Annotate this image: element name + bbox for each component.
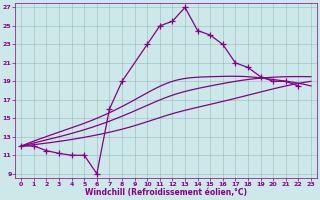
X-axis label: Windchill (Refroidissement éolien,°C): Windchill (Refroidissement éolien,°C) — [85, 188, 247, 197]
